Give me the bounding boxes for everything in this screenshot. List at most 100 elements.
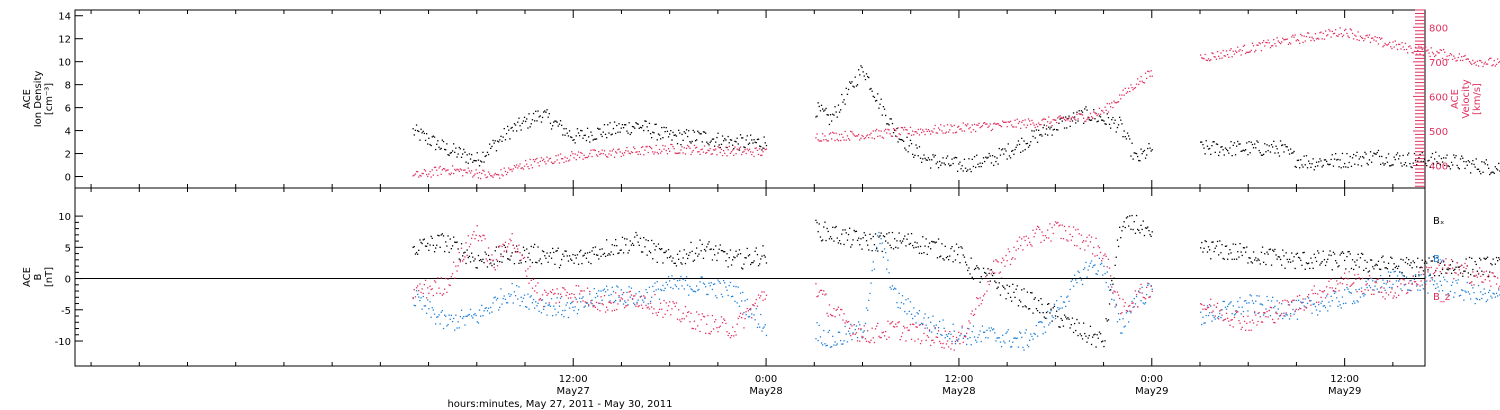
bx-point xyxy=(1357,253,1359,255)
bx-point xyxy=(1339,254,1341,256)
bx-point xyxy=(861,248,863,250)
by-point xyxy=(521,300,523,303)
ion-density-point xyxy=(973,156,976,158)
velocity-point xyxy=(1032,122,1034,124)
ion-density-point xyxy=(1446,154,1448,156)
legend-bz: B_z xyxy=(1433,292,1450,303)
velocity-point xyxy=(1481,61,1483,64)
by-point xyxy=(948,333,950,335)
ion-density-point xyxy=(1299,167,1301,169)
bz-point xyxy=(888,336,890,338)
ion-density-point xyxy=(1484,163,1486,165)
bx-point xyxy=(1099,333,1102,335)
bx-point xyxy=(1413,262,1416,264)
by-point xyxy=(745,314,747,316)
bx-point xyxy=(1432,256,1435,258)
bx-point xyxy=(662,262,664,264)
bx-point xyxy=(670,255,672,257)
bx-point xyxy=(1205,240,1207,243)
velocity-point xyxy=(557,154,559,156)
ion-density-point xyxy=(1053,128,1056,130)
bz-point xyxy=(1420,280,1422,282)
bx-point xyxy=(880,232,882,234)
bx-point xyxy=(665,250,667,252)
ion-density-point xyxy=(1323,159,1326,161)
bz-point xyxy=(1400,283,1402,285)
ion-density-point xyxy=(940,164,942,166)
bx-point xyxy=(1054,315,1057,317)
bz-point xyxy=(1200,303,1202,305)
by-point xyxy=(433,313,436,315)
velocity-point xyxy=(744,148,746,151)
ion-density-point xyxy=(574,142,576,144)
by-point xyxy=(458,327,460,329)
ion-density-point xyxy=(617,131,619,133)
velocity-point xyxy=(1410,47,1412,49)
bz-point xyxy=(1354,274,1356,276)
ion-density-point xyxy=(1072,112,1075,114)
bx-point xyxy=(584,252,586,254)
bz-point xyxy=(997,261,999,263)
ion-density-point xyxy=(520,129,522,131)
velocity-point xyxy=(905,129,907,131)
bz-point xyxy=(660,302,662,304)
ion-density-point xyxy=(923,154,925,156)
bx-point xyxy=(1204,240,1206,242)
ion-density-point xyxy=(844,103,846,105)
bx-point xyxy=(1221,244,1223,246)
bz-point xyxy=(613,309,616,311)
bx-point xyxy=(756,254,759,256)
ion-density-point xyxy=(464,151,466,153)
by-point xyxy=(607,289,609,291)
by-point xyxy=(465,315,467,317)
velocity-point xyxy=(1287,43,1290,45)
bx-point xyxy=(490,262,492,264)
velocity-point xyxy=(1330,36,1332,38)
bz-point xyxy=(499,245,501,247)
x-tick-label-day: May29 xyxy=(1135,386,1168,397)
velocity-point xyxy=(950,124,952,126)
by-point xyxy=(552,315,554,317)
bz-point xyxy=(1205,308,1207,311)
bx-point xyxy=(1324,264,1327,267)
by-point xyxy=(709,285,711,287)
ion-density-point xyxy=(907,151,909,153)
velocity-point xyxy=(454,168,456,171)
ion-density-point xyxy=(550,128,553,130)
bx-point xyxy=(469,261,472,263)
ion-density-point xyxy=(967,169,969,171)
velocity-point xyxy=(1224,55,1227,57)
ion-density-point xyxy=(746,135,748,137)
by-point xyxy=(889,286,891,288)
bz-point xyxy=(1113,290,1115,292)
bz-point xyxy=(959,343,961,345)
velocity-point xyxy=(1254,51,1256,53)
velocity-point xyxy=(466,172,468,174)
bx-point xyxy=(817,231,819,233)
velocity-point xyxy=(1252,45,1255,47)
velocity-point xyxy=(1069,120,1071,122)
bz-point xyxy=(1479,267,1481,269)
velocity-point xyxy=(1391,47,1393,50)
ion-density-point xyxy=(1309,162,1311,165)
bx-point xyxy=(1014,296,1016,298)
bx-point xyxy=(1097,337,1099,339)
ion-density-point xyxy=(1332,165,1335,167)
ion-density-point xyxy=(505,133,508,135)
by-point xyxy=(979,330,981,332)
velocity-point xyxy=(699,153,701,155)
by-point xyxy=(1353,300,1355,302)
ion-density-point xyxy=(620,127,622,129)
by-point xyxy=(435,323,437,325)
bz-point xyxy=(450,275,452,278)
ion-density-point xyxy=(584,134,586,136)
velocity-point xyxy=(487,171,490,173)
ion-density-point xyxy=(736,137,738,139)
ion-density-point xyxy=(564,134,566,136)
ion-density-point xyxy=(1222,149,1224,151)
bx-point xyxy=(1024,305,1026,307)
ion-density-point xyxy=(1471,163,1473,165)
by-point xyxy=(493,297,495,299)
velocity-point xyxy=(669,150,671,152)
ion-density-point xyxy=(742,137,744,139)
